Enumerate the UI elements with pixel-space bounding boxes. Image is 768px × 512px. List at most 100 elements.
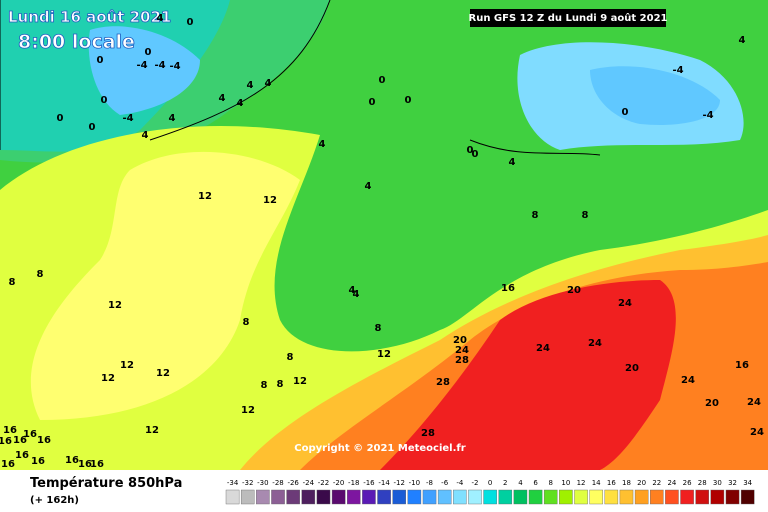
contour-label: 4 — [247, 80, 254, 91]
scale-label: 20 — [637, 479, 646, 487]
contour-label: 8 — [243, 317, 250, 328]
scale-swatch — [650, 489, 664, 505]
scale-label: -12 — [394, 479, 405, 487]
contour-label: 0 — [97, 55, 104, 66]
scale-label: 24 — [667, 479, 676, 487]
contour-label: 0 — [187, 17, 194, 28]
contour-label: 0 — [89, 122, 96, 133]
contour-label: 8 — [9, 277, 16, 288]
scale-label: -6 — [441, 479, 449, 487]
contour-label: 16 — [501, 283, 515, 294]
date-label: Lundi 16 août 2021 — [8, 8, 171, 26]
contour-label: 4 — [509, 157, 516, 168]
contour-label: 16 — [65, 455, 79, 466]
scale-swatch — [271, 489, 285, 505]
scale-swatch — [725, 489, 740, 505]
contour-label: 24 — [588, 338, 602, 349]
scale-label: -14 — [378, 479, 390, 487]
scale-swatch — [634, 489, 649, 505]
scale-swatch — [498, 489, 513, 505]
contour-label: 4 — [353, 289, 360, 300]
scale-swatch — [256, 489, 270, 505]
contour-label: 24 — [747, 397, 761, 408]
contour-label: 0 — [101, 95, 108, 106]
contour-label: 8 — [582, 210, 589, 221]
contour-label: 12 — [108, 300, 122, 311]
scale-label: 32 — [728, 479, 737, 487]
scale-label: 22 — [652, 479, 661, 487]
contour-label: 16 — [15, 450, 29, 461]
run-label: Run GFS 12 Z du Lundi 9 août 2021 — [469, 12, 668, 24]
copyright: Copyright © 2021 Meteociel.fr — [294, 443, 465, 454]
contour-label: 16 — [13, 435, 27, 446]
scale-label: -26 — [287, 479, 299, 487]
scale-swatch — [316, 489, 331, 505]
scale-swatch — [543, 489, 558, 505]
contour-label: 16 — [90, 459, 104, 470]
contour-label: 0 — [369, 97, 376, 108]
scale-swatch — [528, 489, 543, 505]
contour-label: -4 — [136, 60, 147, 71]
contour-label: 20 — [625, 363, 639, 374]
scale-swatch — [680, 489, 694, 505]
scale-swatch — [695, 489, 710, 505]
contour-label: 16 — [1, 459, 15, 470]
scale-label: 16 — [607, 479, 616, 487]
contour-label: 16 — [78, 459, 92, 470]
scale-label: 14 — [592, 479, 601, 487]
contour-label: 16 — [37, 435, 51, 446]
contour-label: 24 — [536, 343, 550, 354]
field-region — [30, 151, 300, 420]
time-label: 8:00 locale — [18, 31, 135, 53]
scale-swatch — [589, 489, 603, 505]
scale-label: 30 — [713, 479, 722, 487]
scale-label: -16 — [363, 479, 375, 487]
contour-label: 12 — [145, 425, 159, 436]
contour-label: 4 — [219, 93, 226, 104]
contour-label: 16 — [23, 429, 37, 440]
variable-label: Température 850hPa — [30, 476, 182, 491]
contour-label: 12 — [198, 191, 212, 202]
field-region — [380, 280, 676, 470]
contour-label: 8 — [532, 210, 539, 221]
contour-label: 0 — [472, 149, 479, 160]
field-region — [88, 26, 200, 115]
contour-label: 0 — [145, 47, 152, 58]
scale-label: 34 — [743, 479, 752, 487]
contour-label: 4 — [265, 78, 272, 89]
contour-label: 16 — [31, 456, 45, 467]
scale-swatch — [240, 489, 255, 505]
contour-label: 4 — [349, 285, 356, 296]
scale-label: 10 — [561, 479, 570, 487]
contour-label: 0 — [379, 75, 386, 86]
contour-label: -4 — [169, 61, 180, 72]
scale-label: -4 — [456, 479, 464, 487]
contour-label: 8 — [375, 323, 382, 334]
run-box — [470, 9, 666, 27]
scale-swatch — [483, 489, 497, 505]
scale-label: 4 — [518, 479, 523, 487]
coastline — [0, 0, 601, 156]
scale-label: -34 — [227, 479, 239, 487]
contour-label: 28 — [455, 355, 469, 366]
scale-label: 26 — [683, 479, 692, 487]
scale-label: -30 — [257, 479, 268, 487]
contour-label: 20 — [705, 398, 719, 409]
scale-swatch — [665, 489, 679, 505]
contour-label: 24 — [750, 427, 764, 438]
scale-swatch — [347, 489, 361, 505]
contour-label: 4 — [157, 13, 164, 24]
scale-label: -10 — [409, 479, 420, 487]
contour-label: 4 — [142, 130, 149, 141]
lead-label: (+ 162h) — [30, 495, 79, 506]
scale-label: -22 — [318, 479, 329, 487]
contour-label: 4 — [365, 181, 372, 192]
contour-label: 24 — [681, 375, 695, 386]
contour-label: -4 — [154, 60, 165, 71]
scale-swatch — [407, 489, 422, 505]
scale-swatch — [468, 489, 482, 505]
field-region — [590, 66, 720, 125]
contour-label: 20 — [567, 285, 581, 296]
